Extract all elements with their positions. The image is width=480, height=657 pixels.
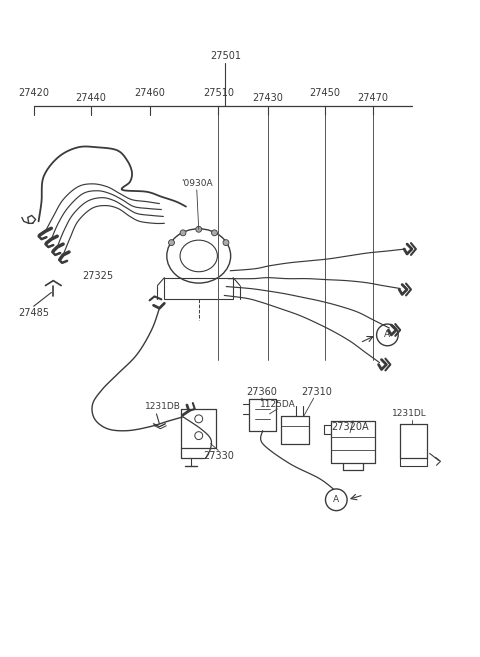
Text: 27440: 27440 [75,93,106,103]
Circle shape [168,240,174,246]
Text: 27501: 27501 [210,51,241,60]
Text: 27510: 27510 [203,88,234,98]
Circle shape [223,240,229,246]
Circle shape [196,226,202,232]
Text: 1231DB: 1231DB [145,403,181,411]
Text: 27450: 27450 [309,88,340,98]
Text: A: A [333,495,339,505]
Text: 27430: 27430 [252,93,283,103]
Circle shape [180,230,186,236]
Text: 27420: 27420 [18,88,49,98]
Text: A: A [384,330,390,340]
Text: 27330: 27330 [203,451,234,461]
Text: 27470: 27470 [357,93,388,103]
Text: 27320A: 27320A [331,422,369,432]
Text: 1231DL: 1231DL [392,409,426,419]
Circle shape [212,230,217,236]
Text: 27460: 27460 [134,88,165,98]
Text: '0930A: '0930A [181,179,213,189]
Text: 27325: 27325 [82,271,113,281]
Text: 27485: 27485 [18,308,49,318]
Text: 27360: 27360 [246,387,277,397]
Text: 1125DA: 1125DA [260,399,295,409]
Text: 27310: 27310 [301,387,332,397]
